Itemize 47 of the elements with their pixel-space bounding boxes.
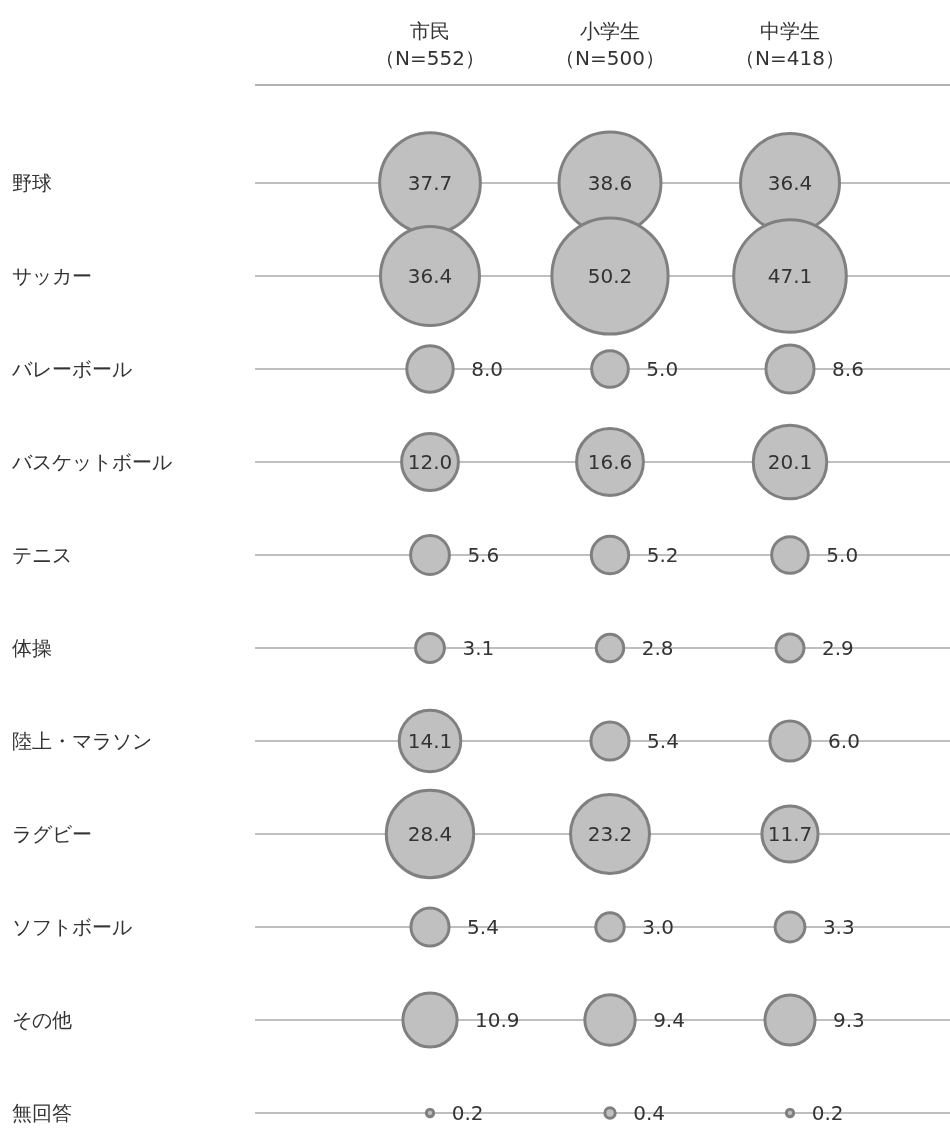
- y-tick-label: バスケットボール: [11, 450, 172, 474]
- y-tick-label: 陸上・マラソン: [12, 729, 152, 753]
- data-label: 0.2: [811, 1101, 844, 1125]
- data-label: 0.4: [633, 1101, 665, 1125]
- y-tick-label: 野球: [12, 171, 52, 195]
- data-label: 38.6: [587, 171, 633, 195]
- data-label: 2.8: [641, 636, 674, 660]
- data-label: 16.6: [587, 450, 633, 474]
- data-label: 3.0: [642, 915, 675, 939]
- data-label: 23.2: [587, 822, 633, 846]
- data-label: 5.2: [646, 543, 679, 567]
- data-label: 5.4: [467, 915, 499, 939]
- y-tick-label: 体操: [12, 636, 52, 660]
- data-label: 5.0: [826, 543, 859, 567]
- x-tick-label: 中学生（N=418）: [735, 19, 845, 70]
- y-tick-label: その他: [12, 1008, 72, 1032]
- data-label: 5.4: [647, 729, 679, 753]
- data-label: 10.9: [475, 1008, 520, 1032]
- data-label: 6.0: [828, 729, 860, 753]
- x-tick-label: 小学生（N=500）: [555, 19, 665, 70]
- x-tick-label: 市民（N=552）: [375, 19, 485, 70]
- data-label: 37.7: [407, 171, 453, 195]
- data-label: 8.6: [832, 357, 864, 381]
- data-label: 50.2: [587, 264, 633, 288]
- data-label: 3.3: [822, 915, 855, 939]
- data-label: 20.1: [767, 450, 813, 474]
- y-tick-label: ラグビー: [12, 822, 92, 846]
- y-tick-label: サッカー: [12, 264, 92, 288]
- data-label: 2.9: [821, 636, 854, 660]
- data-label: 5.0: [646, 357, 679, 381]
- data-label: 36.4: [407, 264, 453, 288]
- data-label: 28.4: [407, 822, 453, 846]
- y-tick-label: ソフトボール: [12, 915, 132, 939]
- data-label: 0.2: [451, 1101, 484, 1125]
- y-tick-label: バレーボール: [11, 357, 132, 381]
- data-label: 9.3: [833, 1008, 865, 1032]
- data-label: 14.1: [407, 729, 453, 753]
- data-label: 36.4: [767, 171, 813, 195]
- data-label: 5.6: [467, 543, 500, 567]
- data-label: 9.4: [653, 1008, 685, 1032]
- data-label: 8.0: [471, 357, 504, 381]
- data-label: 47.1: [767, 264, 813, 288]
- y-tick-label: テニス: [12, 543, 72, 567]
- data-label: 12.0: [407, 450, 453, 474]
- data-label: 11.7: [767, 822, 813, 846]
- data-label: 3.1: [462, 636, 495, 660]
- y-tick-label: 無回答: [12, 1101, 72, 1125]
